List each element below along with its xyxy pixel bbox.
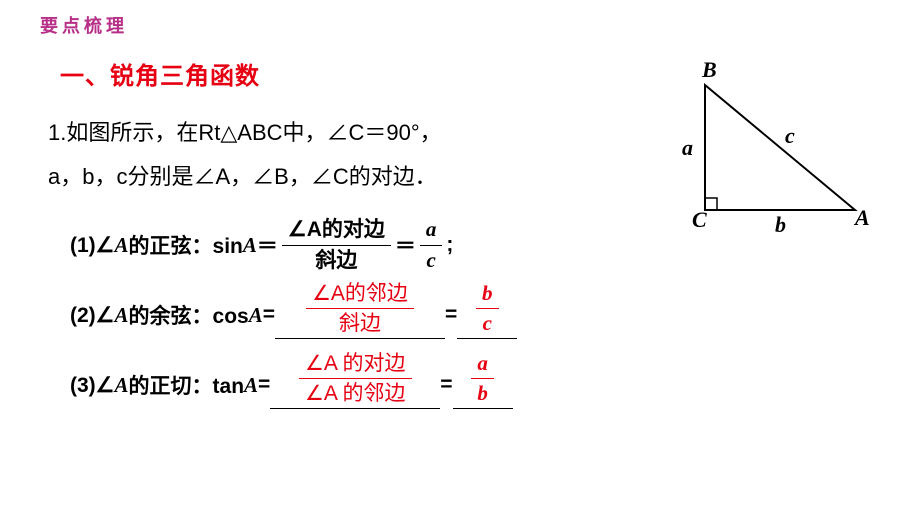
f2-rden: c [477,309,498,336]
f1-text: 的正弦：sin [129,230,243,260]
label-C: C [692,207,707,232]
label-A: A [853,205,870,230]
f1-semi: ; [446,233,453,257]
f1-prefix: (1)∠ [70,233,115,258]
triangle-diagram: B A C a b c [670,55,870,240]
f2-rnum: b [476,281,499,309]
formula-2: (2)∠A的余弦：cosA = ∠A的邻边 斜边 = b c [70,287,880,343]
f3-num: ∠A 的对边 [299,351,412,379]
f1-rnum: a [420,217,443,245]
f2-den: 斜边 [333,309,387,336]
f2-eq: = [263,303,275,327]
f1-eq2: ＝ [395,230,416,260]
f2-eq2: = [445,303,457,327]
label-b: b [775,212,786,237]
f3-var: A [115,373,129,398]
f3-eq: = [258,373,270,397]
f2-var2: A [249,303,263,328]
f2-blank-2: b c [457,291,517,339]
f3-var2: A [244,373,258,398]
f3-fill-frac: ∠A 的对边 ∠A 的邻边 [299,351,412,406]
f1-num: ∠A的对边 [282,217,391,245]
f1-rden: c [420,246,441,273]
f1-var2: A [243,233,257,258]
f1-var: A [115,233,129,258]
f1-eq: ＝ [257,230,278,260]
f3-blank-2: a b [453,361,513,409]
label-c: c [785,123,795,148]
f1-den: 斜边 [309,246,363,273]
f3-rnum: a [471,351,494,379]
f3-den: ∠A 的邻边 [299,379,412,406]
f3-prefix: (3)∠ [70,373,115,398]
f2-blank-1: ∠A的邻边 斜边 [275,291,445,339]
f2-prefix: (2)∠ [70,303,115,328]
f1-fraction: ∠A的对边 斜边 [282,217,391,272]
f3-blank-1: ∠A 的对边 ∠A 的邻边 [270,361,440,409]
f3-rden: b [471,379,494,406]
f3-text: 的正切：tan [129,370,245,400]
f2-text: 的余弦：cos [129,300,249,330]
formula-3: (3)∠A的正切：tanA = ∠A 的对边 ∠A 的邻边 = a b [70,357,880,413]
label-B: B [701,57,717,82]
f3-result: a b [471,351,494,406]
f2-result: b c [476,281,499,336]
f2-fill-frac: ∠A的邻边 斜边 [306,281,414,336]
page-header: 要点梳理 [40,12,880,38]
label-a: a [682,135,693,160]
f3-eq2: = [440,373,452,397]
f1-result: a c [420,217,443,272]
f2-var: A [115,303,129,328]
f2-num: ∠A的邻边 [306,281,414,309]
